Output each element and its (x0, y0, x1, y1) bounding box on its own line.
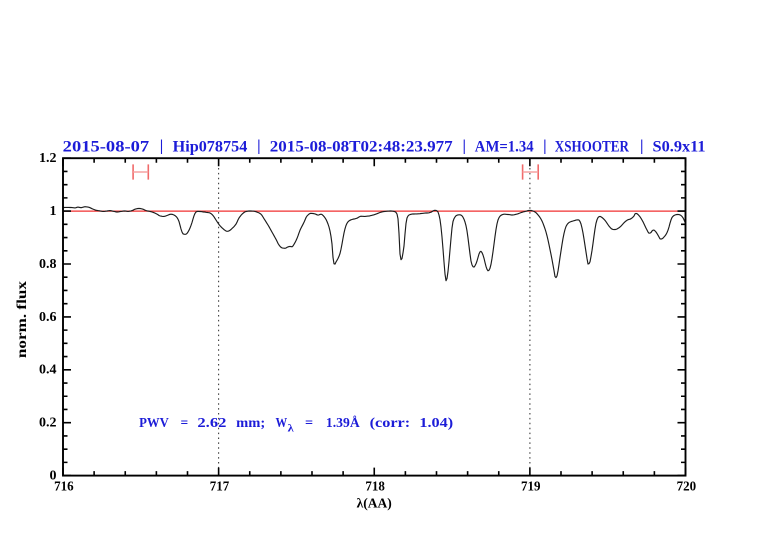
svg-text:mm;: mm; (236, 415, 265, 430)
svg-text:|: | (640, 138, 643, 155)
svg-text:716: 716 (54, 480, 74, 495)
svg-text:norm. flux: norm. flux (14, 281, 29, 358)
svg-text:Hip078754: Hip078754 (173, 139, 248, 156)
svg-text:W: W (276, 415, 288, 430)
svg-text:0.8: 0.8 (39, 257, 57, 272)
svg-text:0.2: 0.2 (39, 416, 57, 431)
svg-text:|: | (257, 138, 260, 155)
svg-text:717: 717 (210, 480, 230, 495)
svg-text:718: 718 (365, 480, 385, 495)
svg-text:719: 719 (521, 480, 541, 495)
svg-text:S0.9x11: S0.9x11 (653, 139, 706, 156)
svg-text:720: 720 (677, 480, 697, 495)
svg-text:|: | (160, 138, 163, 155)
svg-text:XSHOOTER: XSHOOTER (555, 139, 630, 156)
svg-text:2015-08-07: 2015-08-07 (63, 139, 150, 156)
svg-text:0.6: 0.6 (39, 310, 57, 325)
svg-text:(corr:: (corr: (370, 415, 411, 431)
svg-text:=: = (181, 415, 189, 430)
svg-text:AM=1.34: AM=1.34 (475, 139, 534, 156)
svg-text:1.39Å: 1.39Å (326, 415, 360, 430)
svg-text:2.62: 2.62 (197, 415, 226, 430)
svg-text:PWV: PWV (139, 415, 169, 430)
svg-text:0.4: 0.4 (39, 363, 57, 378)
svg-text:2015-08-08T02:48:23.977: 2015-08-08T02:48:23.977 (270, 139, 453, 156)
svg-text:λ: λ (288, 423, 295, 434)
svg-text:|: | (543, 138, 546, 155)
svg-text:1.2: 1.2 (39, 151, 57, 166)
svg-text:1.04): 1.04) (419, 415, 453, 431)
svg-text:λ(AA): λ(AA) (357, 496, 392, 511)
svg-text:|: | (463, 138, 466, 155)
svg-text:1: 1 (50, 204, 57, 219)
svg-text:=: = (305, 415, 313, 430)
svg-text:0: 0 (50, 469, 57, 484)
